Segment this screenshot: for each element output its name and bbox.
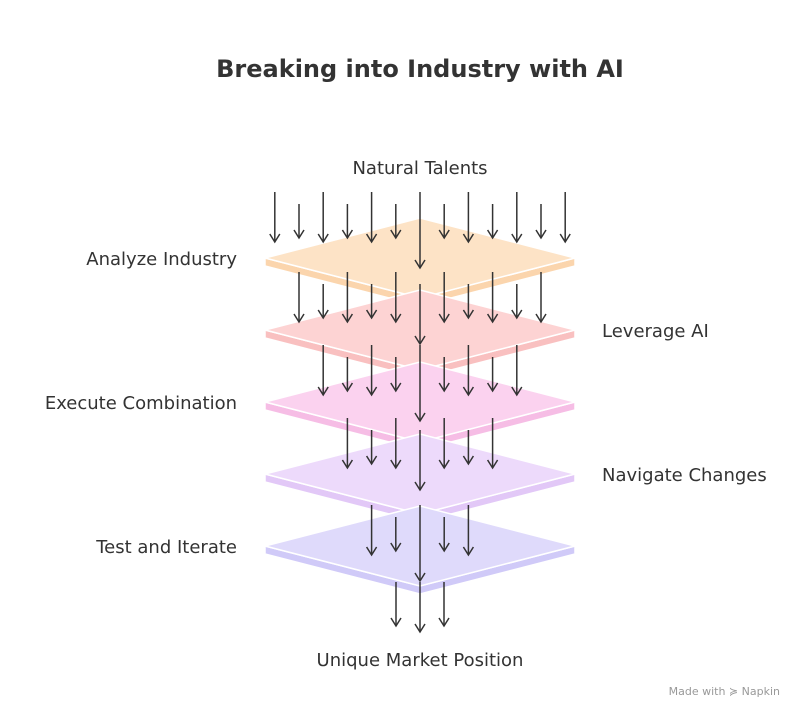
arrow-head — [535, 229, 547, 240]
arrow-head — [341, 459, 354, 470]
arrow-head — [390, 617, 402, 628]
arrow-head — [414, 335, 426, 346]
arrow-head — [438, 229, 450, 240]
layer-label: Execute Combination — [45, 393, 237, 414]
arrow-head — [390, 229, 402, 240]
bottom-label: Unique Market Position — [317, 650, 524, 671]
arrow-head — [341, 382, 354, 393]
arrow-head — [462, 455, 475, 466]
arrow-head — [390, 382, 402, 393]
arrow-head — [390, 459, 402, 470]
arrow-head — [559, 233, 571, 244]
arrow-head — [317, 386, 329, 397]
arrow-head — [414, 412, 426, 423]
arrow-head — [438, 459, 450, 470]
arrow-head — [438, 542, 450, 553]
arrow-head — [486, 459, 499, 470]
arrow-head — [365, 386, 378, 397]
top-label: Natural Talents — [352, 158, 487, 179]
layer-label: Analyze Industry — [86, 249, 237, 270]
arrow-head — [269, 233, 281, 244]
arrow-head — [390, 542, 402, 553]
arrow-head — [317, 309, 329, 320]
arrow-head — [414, 623, 426, 634]
arrow-head — [438, 617, 450, 628]
arrow-head — [438, 382, 450, 393]
arrow-head — [414, 259, 426, 270]
arrow-head — [462, 233, 475, 244]
arrow-head — [462, 546, 475, 557]
arrow-head — [511, 386, 523, 397]
arrow-head — [293, 229, 305, 240]
arrow-head — [365, 455, 378, 466]
watermark: Made with ≽ Napkin — [669, 685, 780, 698]
arrow-head — [365, 233, 378, 244]
arrow-head — [365, 546, 378, 557]
arrow-head — [511, 233, 523, 244]
arrow-head — [462, 386, 475, 397]
arrow-head — [535, 313, 547, 324]
arrow-head — [486, 313, 499, 324]
arrow-head — [486, 229, 499, 240]
arrow-head — [365, 309, 378, 320]
layer-label: Test and Iterate — [95, 537, 237, 558]
arrow-head — [317, 233, 329, 244]
title: Breaking into Industry with AI — [216, 55, 624, 83]
arrow-head — [486, 382, 499, 393]
arrow-head — [341, 313, 354, 324]
arrow-head — [414, 572, 426, 583]
arrow-head — [438, 313, 450, 324]
arrow-head — [462, 309, 475, 320]
arrow-head — [511, 309, 523, 320]
arrow-head — [341, 229, 354, 240]
arrow-head — [293, 313, 305, 324]
arrow-head — [414, 481, 426, 492]
layer-label: Leverage AI — [602, 321, 709, 342]
arrow-head — [390, 313, 402, 324]
layer-label: Navigate Changes — [602, 465, 767, 486]
